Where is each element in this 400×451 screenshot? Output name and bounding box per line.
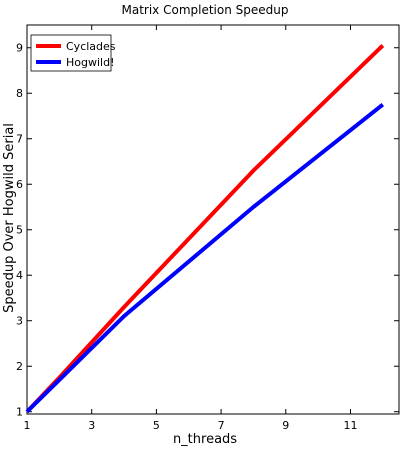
y-tick-label: 2 xyxy=(16,360,23,373)
y-tick-label: 4 xyxy=(16,269,23,282)
legend-box xyxy=(30,34,112,72)
legend: Cyclades Hogwild! xyxy=(30,34,116,72)
legend-label-hogwild: Hogwild! xyxy=(66,56,115,69)
y-axis-label: Speedup Over Hogwild Serial xyxy=(2,123,17,313)
y-tick-label: 6 xyxy=(16,178,23,191)
x-axis-label: n_threads xyxy=(173,432,237,447)
data-series xyxy=(25,44,385,414)
plot-area-frame xyxy=(26,24,400,415)
y-tick-label: 8 xyxy=(16,87,23,100)
y-tick-label: 5 xyxy=(16,224,23,237)
legend-label-cyclades: Cyclades xyxy=(66,40,116,53)
y-tick-label: 3 xyxy=(16,315,23,328)
y-tick-label: 1 xyxy=(16,406,23,419)
chart-title: Matrix Completion Speedup xyxy=(122,3,289,17)
x-tick-label: 3 xyxy=(88,419,95,432)
x-tick-label: 1 xyxy=(24,419,31,432)
x-tick-label: 9 xyxy=(282,419,289,432)
series-line-hogwild xyxy=(25,103,385,414)
x-tick-label: 11 xyxy=(343,419,357,432)
x-tick-label: 5 xyxy=(153,419,160,432)
x-tick-label: 7 xyxy=(218,419,225,432)
y-tick-label: 7 xyxy=(16,133,23,146)
y-tick-label: 9 xyxy=(16,42,23,55)
